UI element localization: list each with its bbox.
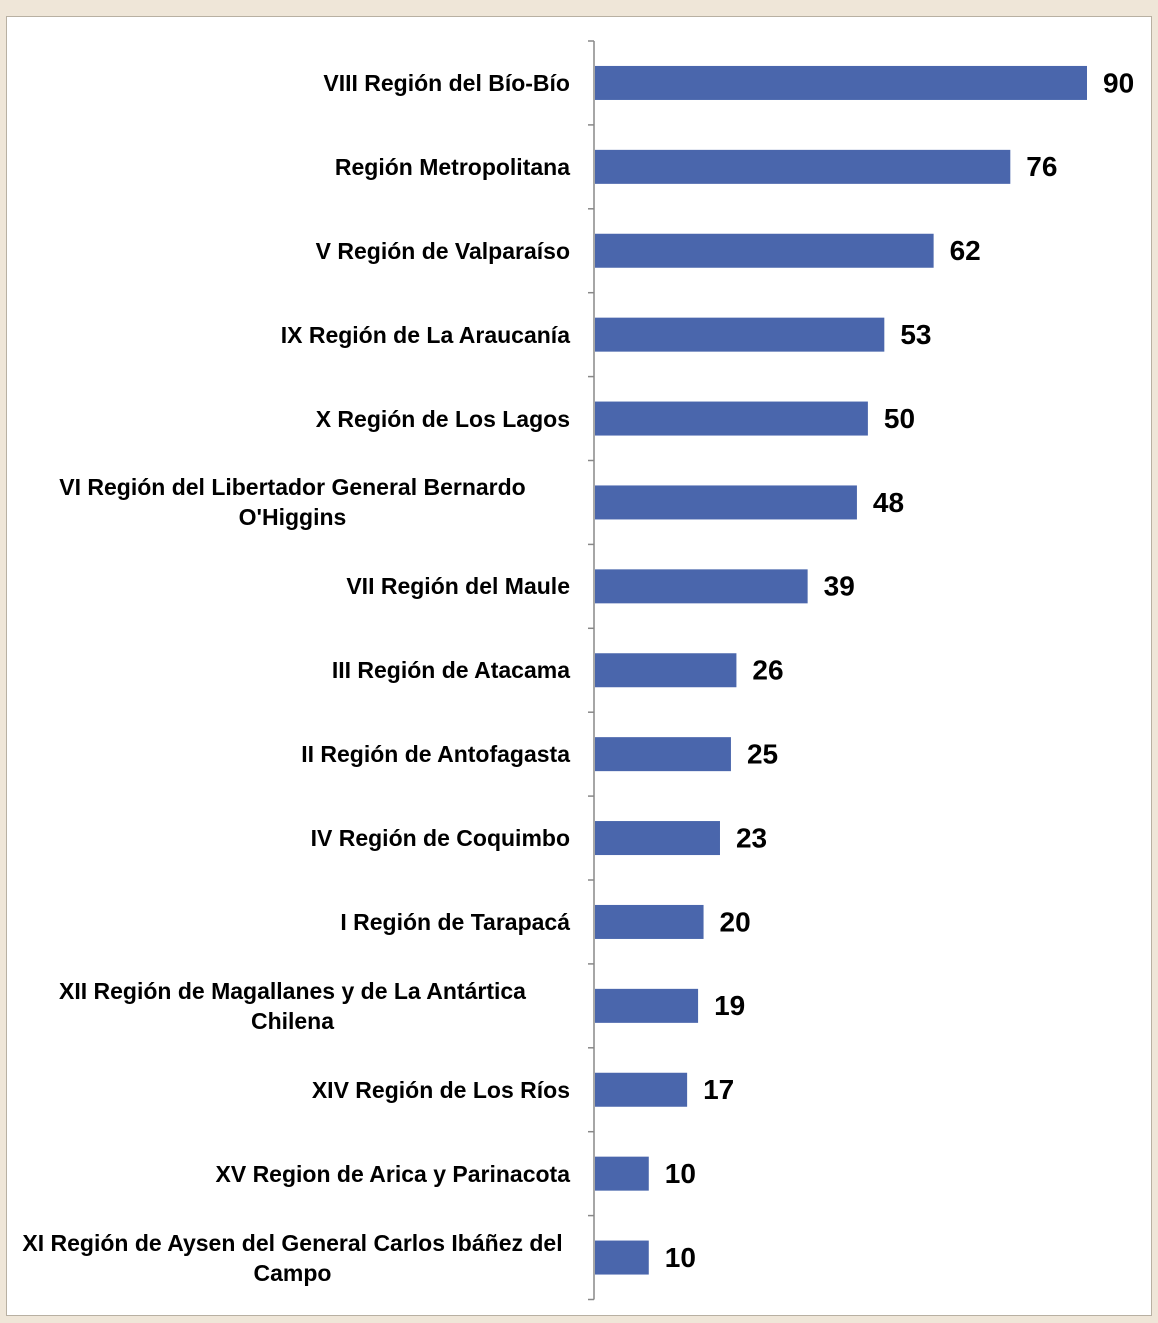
bar — [595, 821, 720, 856]
category-label: II Región de Antofagasta — [15, 739, 570, 769]
bar — [595, 569, 808, 604]
value-label: 20 — [720, 906, 751, 937]
bar — [595, 149, 1011, 184]
category-text: III Región de Atacama — [331, 657, 570, 684]
category-label: XII Región de Magallanes y de La Antárti… — [15, 976, 570, 1036]
value-label: 76 — [1026, 151, 1057, 182]
category-label: VI Región del Libertador General Bernard… — [15, 472, 570, 532]
category-text: VII Región del Maule — [346, 573, 570, 600]
bar — [595, 653, 737, 688]
category-label: IV Región de Coquimbo — [15, 823, 570, 853]
category-label: XI Región de Aysen del General Carlos Ib… — [15, 1228, 570, 1288]
category-text: XIV Región de Los Ríos — [311, 1076, 570, 1103]
value-label: 25 — [747, 739, 778, 770]
category-label: XIV Región de Los Ríos — [15, 1075, 570, 1105]
bar — [595, 1240, 649, 1275]
category-label: III Región de Atacama — [15, 655, 570, 685]
bar — [595, 904, 704, 939]
category-text: V Región de Valparaíso — [315, 237, 570, 264]
value-label: 39 — [824, 571, 855, 602]
value-label: 53 — [900, 319, 931, 350]
category-text: XV Region de Arica y Parinacota — [215, 1160, 571, 1187]
category-text: I Región de Tarapacá — [340, 908, 570, 935]
value-label: 10 — [665, 1158, 696, 1189]
category-text: Región Metropolitana — [334, 153, 570, 180]
category-label: X Región de Los Lagos — [15, 404, 570, 434]
bar — [595, 233, 934, 268]
category-label: XV Region de Arica y Parinacota — [15, 1159, 571, 1189]
bar — [595, 988, 699, 1023]
category-label: Región Metropolitana — [15, 152, 570, 182]
bar — [595, 65, 1087, 100]
value-label: 50 — [884, 403, 915, 434]
category-text: IX Región de La Araucanía — [280, 321, 570, 348]
bar — [595, 1072, 688, 1107]
category-text: VIII Región del Bío-Bío — [323, 69, 570, 96]
bar — [595, 737, 731, 772]
category-text: VI Región del Libertador General Bernard… — [59, 474, 526, 531]
category-label: VIII Región del Bío-Bío — [15, 68, 570, 98]
value-label: 23 — [736, 822, 767, 853]
category-text: IV Región de Coquimbo — [310, 825, 570, 852]
category-text: II Región de Antofagasta — [301, 741, 570, 768]
bar — [595, 1156, 649, 1191]
value-label: 62 — [950, 235, 981, 266]
value-label: 10 — [665, 1242, 696, 1273]
category-label: IX Región de La Araucanía — [15, 320, 570, 350]
plot-frame — [6, 16, 1152, 1316]
category-text: X Región de Los Lagos — [315, 405, 570, 432]
category-text: XI Región de Aysen del General Carlos Ib… — [22, 1229, 563, 1286]
category-label: I Región de Tarapacá — [15, 907, 570, 937]
category-label: VII Región del Maule — [15, 571, 570, 601]
category-label: V Región de Valparaíso — [15, 236, 570, 266]
bar — [595, 317, 885, 352]
value-label: 19 — [714, 990, 745, 1021]
value-label: 48 — [873, 487, 904, 518]
value-label: 17 — [703, 1074, 734, 1105]
bar — [595, 485, 857, 520]
value-label: 26 — [752, 655, 783, 686]
category-text: XII Región de Magallanes y de La Antárti… — [59, 977, 526, 1034]
bar — [595, 401, 868, 436]
value-label: 90 — [1103, 67, 1134, 98]
